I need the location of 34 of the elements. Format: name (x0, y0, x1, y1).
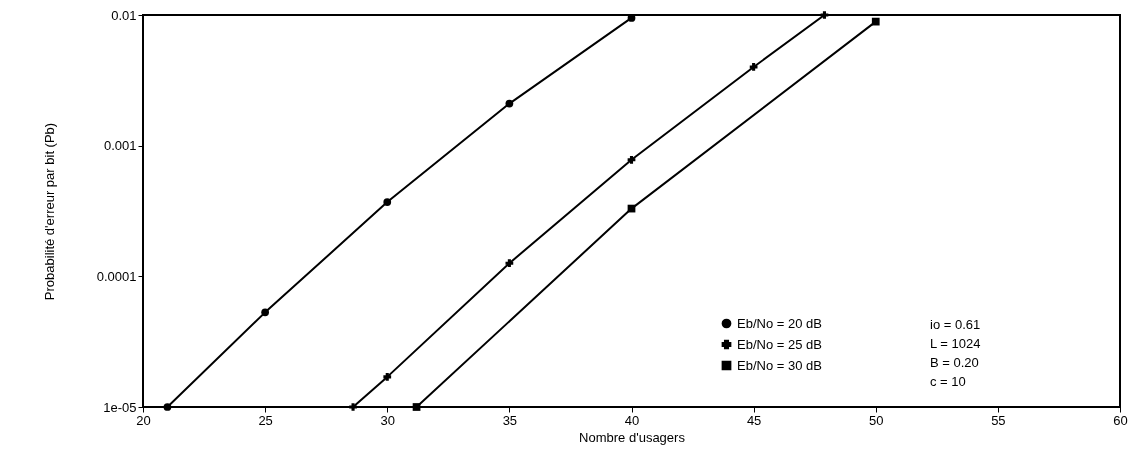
y-tick-label: 1e-05 (103, 399, 137, 415)
x-tick-label: 55 (991, 412, 1006, 428)
point (163, 403, 172, 411)
legend-label: Eb/No = 25 dB (737, 336, 822, 352)
x-tick-label: 20 (136, 412, 151, 428)
point (505, 99, 514, 108)
point (349, 403, 357, 411)
y-tick-label: 0.01 (111, 7, 137, 23)
legend-label: Eb/No = 20 dB (737, 315, 822, 331)
point (261, 308, 269, 317)
x-tick-label: 45 (746, 412, 762, 428)
x-tick-label: 35 (502, 412, 518, 428)
x-tick-label: 25 (258, 412, 273, 428)
annotation: io = 0.61 (930, 317, 981, 332)
point (749, 63, 758, 71)
point (383, 198, 392, 206)
annotation: B = 0.20 (930, 355, 979, 370)
point (627, 155, 636, 164)
annotation: L = 1024 (930, 336, 981, 351)
y-axis-title: Probabilité d'erreur par bit (Pb) (41, 122, 57, 301)
x-tick-label: 60 (1113, 412, 1128, 428)
point (383, 373, 392, 381)
x-tick-label: 50 (869, 412, 884, 428)
x-axis-title: Nombre d'usagers (579, 429, 686, 445)
point (871, 17, 880, 26)
point (412, 403, 421, 411)
point (505, 259, 514, 268)
x-tick-label: 30 (380, 412, 395, 428)
y-tick-label: 0.0001 (96, 268, 137, 284)
y-tick-label: 0.001 (103, 138, 137, 154)
x-tick-label: 40 (624, 412, 640, 428)
legend-label: Eb/No = 30 dB (737, 357, 822, 373)
point (820, 11, 829, 19)
annotation: c = 10 (930, 374, 966, 389)
